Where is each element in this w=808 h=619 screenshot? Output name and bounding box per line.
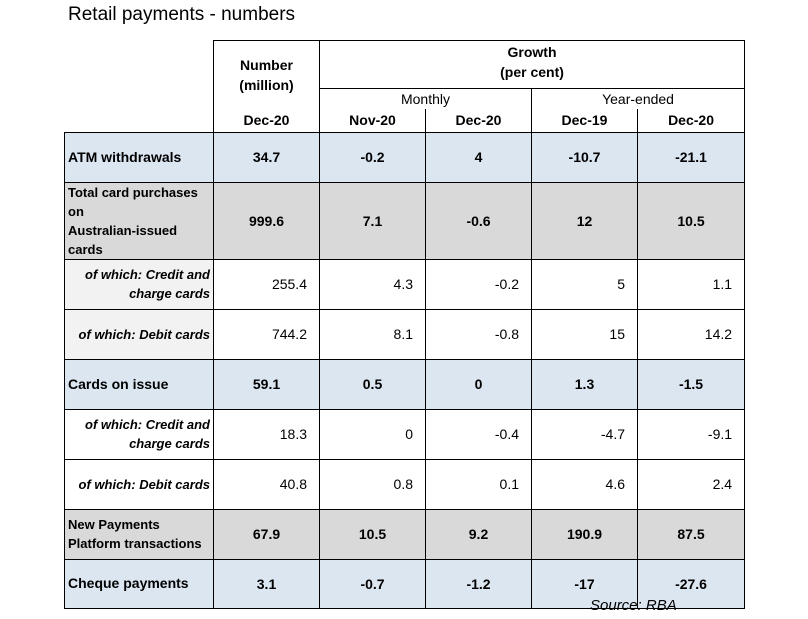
- cell-value: 34.7: [213, 131, 320, 183]
- header-number-line2: (million): [239, 77, 294, 93]
- table-row: of which: Debit cards 40.8 0.8 0.1 4.6 2…: [64, 458, 746, 510]
- cell-value: 10.5: [636, 181, 746, 260]
- cell-value: 3.1: [213, 558, 320, 609]
- row-label: of which: Credit and charge cards: [64, 408, 214, 460]
- cell-value: 4.3: [319, 258, 426, 310]
- cell-value: 999.6: [213, 181, 320, 260]
- cell-value: 18.3: [213, 408, 320, 460]
- cell-value: -1.2: [425, 558, 532, 609]
- cell-value: 14.2: [636, 308, 746, 360]
- cell-value: -4.7: [531, 408, 638, 460]
- cell-value: 1.1: [636, 258, 746, 310]
- cell-value: 59.1: [213, 358, 320, 410]
- row-label-line2: charge cards: [129, 436, 210, 451]
- header-empty-cell-2: [65, 89, 214, 110]
- row-label: Total card purchases on Australian-issue…: [64, 181, 214, 260]
- table-row: Cards on issue 59.1 0.5 0 1.3 -1.5: [64, 358, 746, 410]
- cell-value: 1.3: [531, 358, 638, 410]
- row-label-line2: charge cards: [129, 286, 210, 301]
- header-empty-cell: [65, 41, 214, 89]
- cell-value: -9.1: [636, 408, 746, 460]
- row-label: of which: Debit cards: [64, 458, 214, 510]
- cell-value: 0: [425, 358, 532, 410]
- cell-value: 4.6: [531, 458, 638, 510]
- cell-value: -0.2: [319, 131, 426, 183]
- cell-value: -0.4: [425, 408, 532, 460]
- table-row: ATM withdrawals 34.7 -0.2 4 -10.7 -21.1: [64, 131, 746, 183]
- col-date-4: Dec-20: [636, 109, 746, 133]
- cell-value: 15: [531, 308, 638, 360]
- cell-value: 0: [319, 408, 426, 460]
- cell-value: 2.4: [636, 458, 746, 510]
- row-label-line2: Australian-issued cards: [68, 222, 178, 257]
- cell-value: 10.5: [319, 508, 426, 560]
- cell-value: -0.7: [319, 558, 426, 609]
- header-growth-line1: Growth: [507, 44, 557, 60]
- header-number: Number (million): [213, 40, 320, 109]
- row-label: ATM withdrawals: [64, 131, 214, 183]
- row-label-line2: Platform transactions: [68, 536, 202, 551]
- header-monthly: Monthly: [319, 88, 532, 109]
- cell-value: 4: [425, 131, 532, 183]
- row-label-line1: of which: Credit and: [85, 267, 210, 282]
- table-row: Total card purchases on Australian-issue…: [64, 181, 746, 260]
- table-row: Cheque payments 3.1 -0.7 -1.2 -17 -27.6: [64, 558, 746, 609]
- row-label-line1: New Payments: [68, 517, 160, 532]
- cell-value: 0.8: [319, 458, 426, 510]
- col-date-2: Dec-20: [425, 109, 532, 133]
- table-row: of which: Credit and charge cards 18.3 0…: [64, 408, 746, 460]
- header-year-ended: Year-ended: [530, 88, 746, 109]
- cell-value: 5: [531, 258, 638, 310]
- cell-value: -1.5: [636, 358, 746, 410]
- cell-value: 8.1: [319, 308, 426, 360]
- cell-value: 744.2: [213, 308, 320, 360]
- header-growth: Growth (per cent): [318, 40, 746, 89]
- cell-value: -0.6: [425, 181, 532, 260]
- row-label: New Payments Platform transactions: [64, 508, 214, 560]
- cell-value: -27.6: [636, 558, 746, 609]
- retail-payments-table: Number (million) Growth (per cent) Month…: [64, 40, 746, 609]
- col-date-3: Dec-19: [531, 109, 638, 133]
- row-label: Cheque payments: [64, 558, 214, 609]
- cell-value: 40.8: [213, 458, 320, 510]
- cell-value: 9.2: [425, 508, 532, 560]
- header-growth-line2: (per cent): [500, 64, 564, 80]
- cell-value: 255.4: [213, 258, 320, 310]
- source-note: Source: RBA: [590, 597, 677, 614]
- table-row: of which: Debit cards 744.2 8.1 -0.8 15 …: [64, 308, 746, 360]
- cell-value: 7.1: [319, 181, 426, 260]
- cell-value: -0.2: [425, 258, 532, 310]
- cell-value: 87.5: [636, 508, 746, 560]
- table-row: of which: Credit and charge cards 255.4 …: [64, 258, 746, 310]
- row-label-line1: of which: Credit and: [85, 417, 210, 432]
- header-number-line1: Number: [240, 57, 293, 73]
- col-date-1: Nov-20: [319, 109, 426, 133]
- cell-value: -0.8: [425, 308, 532, 360]
- table-row: New Payments Platform transactions 67.9 …: [64, 508, 746, 560]
- row-label: Cards on issue: [64, 358, 214, 410]
- col-date-0: Dec-20: [213, 109, 320, 133]
- row-label: of which: Credit and charge cards: [64, 258, 214, 310]
- cell-value: 12: [531, 181, 638, 260]
- cell-value: 0.1: [425, 458, 532, 510]
- cell-value: 67.9: [213, 508, 320, 560]
- cell-value: 0.5: [319, 358, 426, 410]
- header-empty-cell-3: [65, 109, 214, 132]
- cell-value: -21.1: [636, 131, 746, 183]
- cell-value: 190.9: [531, 508, 638, 560]
- cell-value: -10.7: [531, 131, 638, 183]
- cell-value: -17: [531, 558, 638, 609]
- page-title: Retail payments - numbers: [68, 4, 296, 25]
- row-label-line1: Total card purchases on: [68, 184, 198, 219]
- row-label: of which: Debit cards: [64, 308, 214, 360]
